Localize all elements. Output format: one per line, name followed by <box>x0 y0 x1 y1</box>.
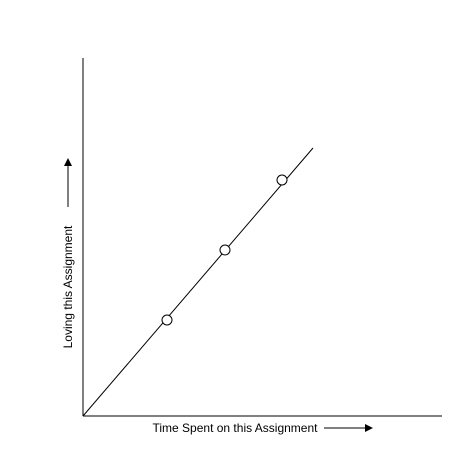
series-line <box>82 147 314 417</box>
plot-area <box>82 147 314 417</box>
data-point-2 <box>219 244 231 256</box>
y-axis-label: Loving this Assignment <box>61 225 75 348</box>
x-axis-label: Time Spent on this Assignment <box>153 421 319 435</box>
data-point-1 <box>161 314 173 326</box>
data-point-3 <box>276 174 288 186</box>
